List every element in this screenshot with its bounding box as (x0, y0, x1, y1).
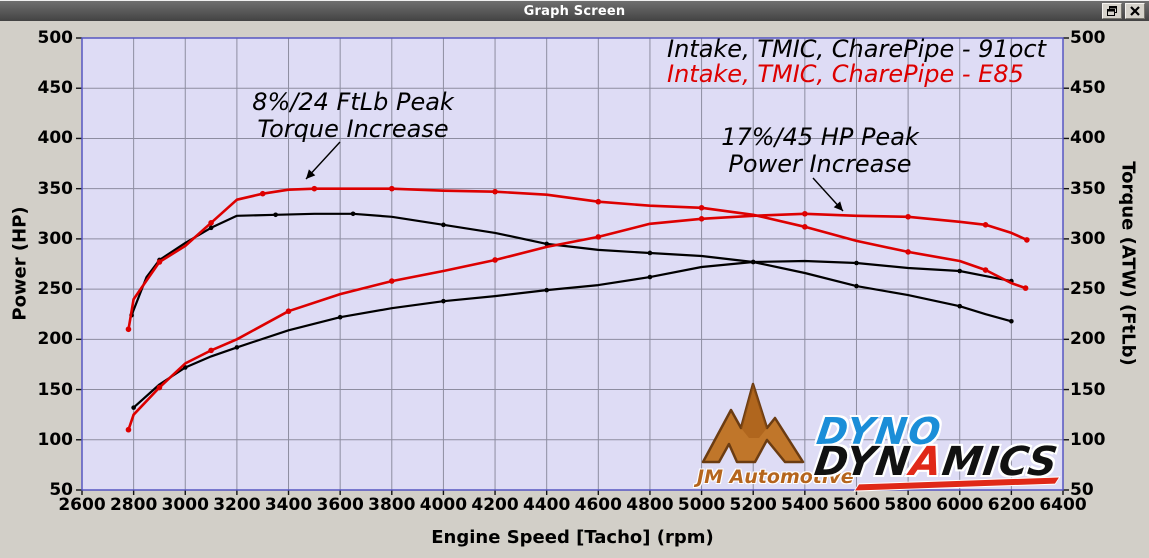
x-tick-label: 3200 (213, 495, 261, 515)
y-tick-label-left: 100 (37, 429, 74, 450)
x-axis-title: Engine Speed [Tacho] (rpm) (431, 527, 714, 548)
left-axis-title: Power (HP) (9, 206, 31, 321)
annotation-torque-line1: 8%/24 FtLb Peak (252, 88, 454, 116)
y-tick-label-right: 200 (1070, 329, 1106, 350)
annotation-power-increase: 17%/45 HP Peak Power Increase (700, 124, 940, 178)
y-tick-label-right: 150 (1070, 379, 1106, 400)
dynamics-logo-text: DYNAMICS (811, 439, 1061, 485)
x-tick-label: 6400 (1039, 495, 1087, 515)
annotation-arrow (812, 177, 844, 212)
restore-icon (1107, 6, 1117, 16)
jm-automotive-text: JM Automotive (697, 466, 854, 488)
jm-mountain-icon (701, 382, 805, 464)
restore-button[interactable] (1102, 3, 1122, 19)
x-tick-label: 4400 (523, 495, 571, 515)
annotation-power-line2: Power Increase (728, 150, 912, 178)
x-tick-label: 2600 (58, 495, 106, 515)
x-tick-label: 5800 (884, 495, 932, 515)
x-tick-label: 2800 (109, 495, 158, 515)
series-e85-power-hp- (125, 210, 1030, 433)
y-tick-label-right: 450 (1070, 78, 1106, 99)
annotation-torque-increase: 8%/24 FtLb Peak Torque Increase (243, 89, 463, 143)
y-tick-label-left: 200 (37, 329, 74, 350)
y-tick-label-right: 500 (1070, 28, 1106, 48)
x-tick-label: 3000 (161, 495, 209, 515)
x-tick-label: 4800 (626, 495, 674, 515)
series-e85-torque-ftlb- (125, 185, 1029, 333)
y-tick-label-right: 300 (1070, 228, 1106, 249)
dynamics-dyn: DYN (811, 439, 914, 485)
window-title: Graph Screen (523, 3, 626, 19)
annotation-torque-line2: Torque Increase (257, 115, 449, 143)
y-tick-label-left: 250 (37, 279, 74, 300)
y-tick-label-left: 450 (37, 78, 74, 99)
legend-item-91oct: Intake, TMIC, CharePipe - 91oct (667, 35, 1046, 63)
y-tick-label-left: 400 (37, 128, 74, 149)
y-tick-label-left: 500 (37, 28, 74, 48)
close-button[interactable] (1125, 3, 1145, 19)
x-tick-label: 5400 (781, 495, 829, 515)
x-tick-label: 4200 (471, 495, 519, 515)
y-tick-label-left: 50 (49, 480, 73, 500)
x-tick-label: 5200 (729, 495, 777, 515)
plot-border (81, 37, 1064, 491)
annotation-arrow (305, 141, 341, 180)
x-tick-label: 6200 (987, 495, 1036, 515)
x-tick-label: 6000 (936, 495, 984, 515)
right-axis-title: Torque (ATW) (FtLb) (1117, 161, 1139, 366)
legend-item-e85: Intake, TMIC, CharePipe - E85 (667, 60, 1024, 88)
plot-background (82, 38, 1063, 490)
y-tick-label-right: 100 (1070, 429, 1106, 450)
logo-area: JM Automotive DYNO DYNAMICS (697, 382, 1067, 491)
y-tick-label-right: 350 (1070, 178, 1106, 199)
x-tick-label: 4600 (574, 495, 622, 515)
y-tick-label-right: 50 (1070, 480, 1094, 500)
x-tick-label: 3400 (264, 495, 313, 515)
y-tick-label-right: 250 (1070, 279, 1106, 300)
x-tick-label: 3800 (368, 495, 416, 515)
y-tick-label-right: 400 (1070, 128, 1106, 149)
series-91oct-power-hp- (131, 259, 1014, 410)
y-tick-label-left: 150 (37, 379, 74, 400)
close-icon (1130, 6, 1140, 16)
x-tick-label: 3600 (316, 495, 364, 515)
annotation-power-line1: 17%/45 HP Peak (721, 123, 919, 151)
x-tick-label: 4000 (419, 495, 468, 515)
x-tick-label: 5000 (677, 495, 726, 515)
y-tick-label-left: 300 (37, 228, 74, 249)
y-tick-label-left: 350 (37, 178, 74, 199)
x-tick-label: 5600 (832, 495, 881, 515)
window-controls (1102, 3, 1145, 19)
title-bar[interactable]: Graph Screen (0, 1, 1149, 21)
